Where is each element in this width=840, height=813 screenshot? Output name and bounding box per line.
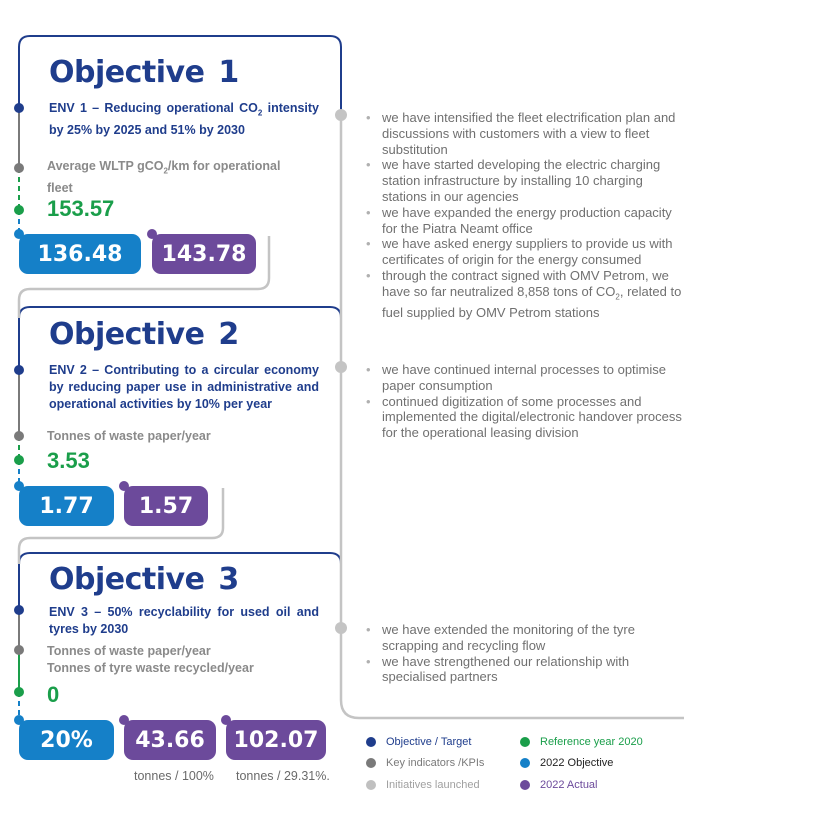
legend-dot-icon [366,758,376,768]
objective-3-initiatives: we have extended the monitoring of the t… [366,622,686,685]
objective-2-2022-objective: 1.77 [19,486,114,526]
objective-3-reference-value: 0 [47,682,60,707]
objective-2-target: ENV 2 – Contributing to a circular econo… [49,363,319,411]
objective-3-target: ENV 3 – 50% recyclability for used oil a… [49,605,319,636]
list-item: we have started developing the electric … [366,157,686,204]
legend-item-reference-year: Reference year 2020 [520,736,643,748]
objective-1-2022-actual: 143.78 [152,234,256,274]
list-item: continued digitization of some processes… [366,394,686,441]
objective-3-kpi-1: Tonnes of waste paper/year [47,644,211,658]
objective-2-2022-actual: 1.57 [124,486,208,526]
list-item: we have expanded the energy production c… [366,205,686,237]
legend-item-2022-objective: 2022 Objective [520,757,613,769]
objective-2-initiatives: we have continued internal processes to … [366,362,686,441]
legend-dot-icon [520,758,530,768]
objective-1-reference-value: 153.57 [47,196,115,221]
objective-1-title: Objective 1 [49,55,239,90]
list-item: we have extended the monitoring of the t… [366,622,686,654]
legend-item-kpis: Key indicators /KPIs [366,757,484,769]
objective-3-kpi-2: Tonnes of tyre waste recycled/year [47,661,254,675]
objective-2-title: Objective 2 [49,317,239,352]
objective-1-2022-objective: 136.48 [19,234,141,274]
objective-3-2022-objective: 20% [19,720,114,760]
list-item: we have intensified the fleet electrific… [366,110,686,157]
legend-dot-icon [366,780,376,790]
objective-1-initiatives: we have intensified the fleet electrific… [366,110,686,321]
objective-2-reference-value: 3.53 [47,448,90,473]
objective-3-title: Objective 3 [49,562,239,597]
legend-dot-icon [366,737,376,747]
legend-item-objective-target: Objective / Target [366,736,471,748]
objective-3-2022-actual-tyres: 102.07 [226,720,326,760]
objective-3-unit-oil: tonnes / 100% [134,769,214,783]
objective-1-kpi: Average WLTP gCO2/km for operational fle… [47,159,281,195]
legend-dot-icon [520,780,530,790]
legend-dot-icon [520,737,530,747]
legend-item-initiatives: Initiatives launched [366,779,480,791]
list-item: through the contract signed with OMV Pet… [366,268,686,321]
legend-item-2022-actual: 2022 Actual [520,779,598,791]
objective-3-2022-actual-oil: 43.66 [124,720,216,760]
objective-2-kpi: Tonnes of waste paper/year [47,429,211,443]
list-item: we have asked energy suppliers to provid… [366,236,686,268]
objective-1-target: ENV 1 – Reducing operational CO2 intensi… [49,101,320,137]
list-item: we have continued internal processes to … [366,362,686,394]
objective-3-unit-tyres: tonnes / 29.31%. [236,769,330,783]
list-item: we have strengthened our relationship wi… [366,654,686,686]
